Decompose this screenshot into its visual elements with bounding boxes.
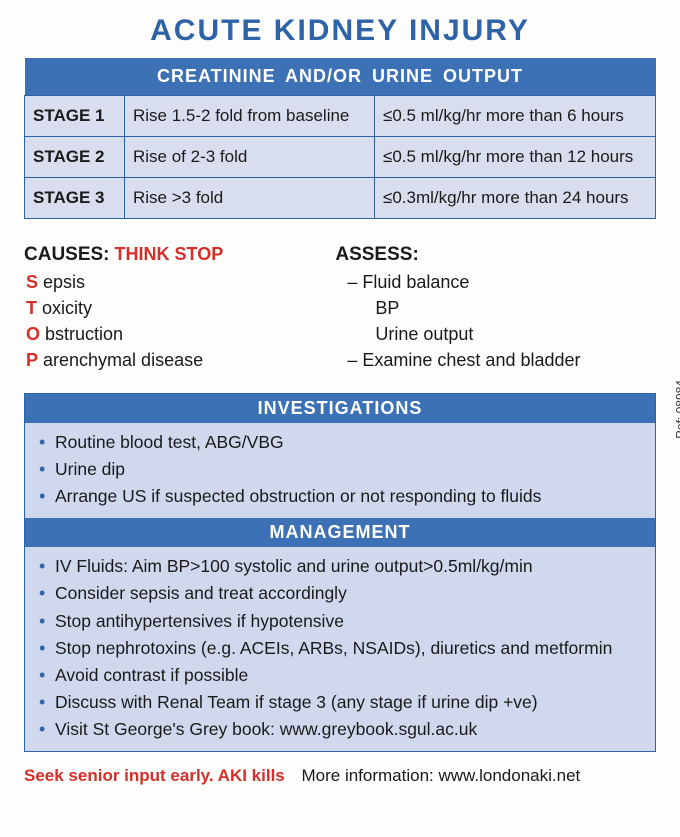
table-row: STAGE 2 Rise of 2-3 fold ≤0.5 ml/kg/hr m… — [25, 137, 656, 178]
assess-sub-bp: BP — [335, 295, 656, 321]
ref-code: Ref: 08984 — [674, 380, 680, 439]
list-item: Routine blood test, ABG/VBG — [39, 429, 643, 456]
creatinine-cell: Rise of 2-3 fold — [125, 137, 375, 178]
management-header: MANAGEMENT — [25, 518, 655, 547]
list-item: Urine dip — [39, 456, 643, 483]
stop-rest: arenchymal disease — [38, 350, 203, 370]
urine-cell: ≤0.5 ml/kg/hr more than 6 hours — [375, 96, 656, 137]
stop-list: S epsis T oxicity O bstruction P arenchy… — [24, 269, 327, 373]
stage-table-header: CREATININE AND/OR URINE OUTPUT — [25, 58, 656, 96]
footer-seek: Seek senior input early. AKI kills — [24, 766, 285, 785]
assess-block: ASSESS: – Fluid balance BP Urine output … — [335, 241, 656, 373]
stage-label: STAGE 3 — [25, 178, 125, 219]
list-item: Stop antihypertensives if hypotensive — [39, 608, 643, 635]
stop-letter: P — [26, 350, 38, 370]
urine-cell: ≤0.3ml/kg/hr more than 24 hours — [375, 178, 656, 219]
think-stop-label: THINK STOP — [115, 244, 224, 264]
stop-letter: O — [26, 324, 40, 344]
creatinine-cell: Rise 1.5-2 fold from baseline — [125, 96, 375, 137]
stop-letter: T — [26, 298, 37, 318]
list-item: Stop nephrotoxins (e.g. ACEIs, ARBs, NSA… — [39, 635, 643, 662]
list-item: Consider sepsis and treat accordingly — [39, 580, 643, 607]
list-item: P arenchymal disease — [26, 347, 327, 373]
stop-rest: bstruction — [40, 324, 123, 344]
investigations-body: Routine blood test, ABG/VBG Urine dip Ar… — [25, 423, 655, 518]
list-item: O bstruction — [26, 321, 327, 347]
urine-cell: ≤0.5 ml/kg/hr more than 12 hours — [375, 137, 656, 178]
creatinine-cell: Rise >3 fold — [125, 178, 375, 219]
causes-label: CAUSES: — [24, 244, 110, 265]
assess-sub-urine: Urine output — [335, 321, 656, 347]
investigations-header: INVESTIGATIONS — [25, 394, 655, 423]
list-item: Visit St George's Grey book: www.greyboo… — [39, 716, 643, 743]
stage-label: STAGE 1 — [25, 96, 125, 137]
investigations-management-box: INVESTIGATIONS Routine blood test, ABG/V… — [24, 393, 656, 752]
list-item: IV Fluids: Aim BP>100 systolic and urine… — [39, 553, 643, 580]
stop-rest: oxicity — [37, 298, 92, 318]
list-item: Discuss with Renal Team if stage 3 (any … — [39, 689, 643, 716]
stop-rest: epsis — [38, 272, 85, 292]
causes-assess-row: CAUSES: THINK STOP S epsis T oxicity O b… — [24, 241, 656, 373]
assess-line: – Examine chest and bladder — [335, 347, 656, 373]
assess-line: – Fluid balance — [335, 269, 656, 295]
list-item: T oxicity — [26, 295, 327, 321]
stage-table: CREATININE AND/OR URINE OUTPUT STAGE 1 R… — [24, 58, 656, 219]
footer: Seek senior input early. AKI kills More … — [24, 766, 656, 786]
causes-block: CAUSES: THINK STOP S epsis T oxicity O b… — [24, 241, 327, 373]
table-row: STAGE 3 Rise >3 fold ≤0.3ml/kg/hr more t… — [25, 178, 656, 219]
stage-label: STAGE 2 — [25, 137, 125, 178]
list-item: Arrange US if suspected obstruction or n… — [39, 483, 643, 510]
footer-more: More information: www.londonaki.net — [302, 766, 581, 785]
table-row: STAGE 1 Rise 1.5-2 fold from baseline ≤0… — [25, 96, 656, 137]
list-item: S epsis — [26, 269, 327, 295]
list-item: Avoid contrast if possible — [39, 662, 643, 689]
page-title: ACUTE KIDNEY INJURY — [24, 14, 656, 48]
management-body: IV Fluids: Aim BP>100 systolic and urine… — [25, 547, 655, 751]
stop-letter: S — [26, 272, 38, 292]
assess-label: ASSESS: — [335, 241, 656, 269]
